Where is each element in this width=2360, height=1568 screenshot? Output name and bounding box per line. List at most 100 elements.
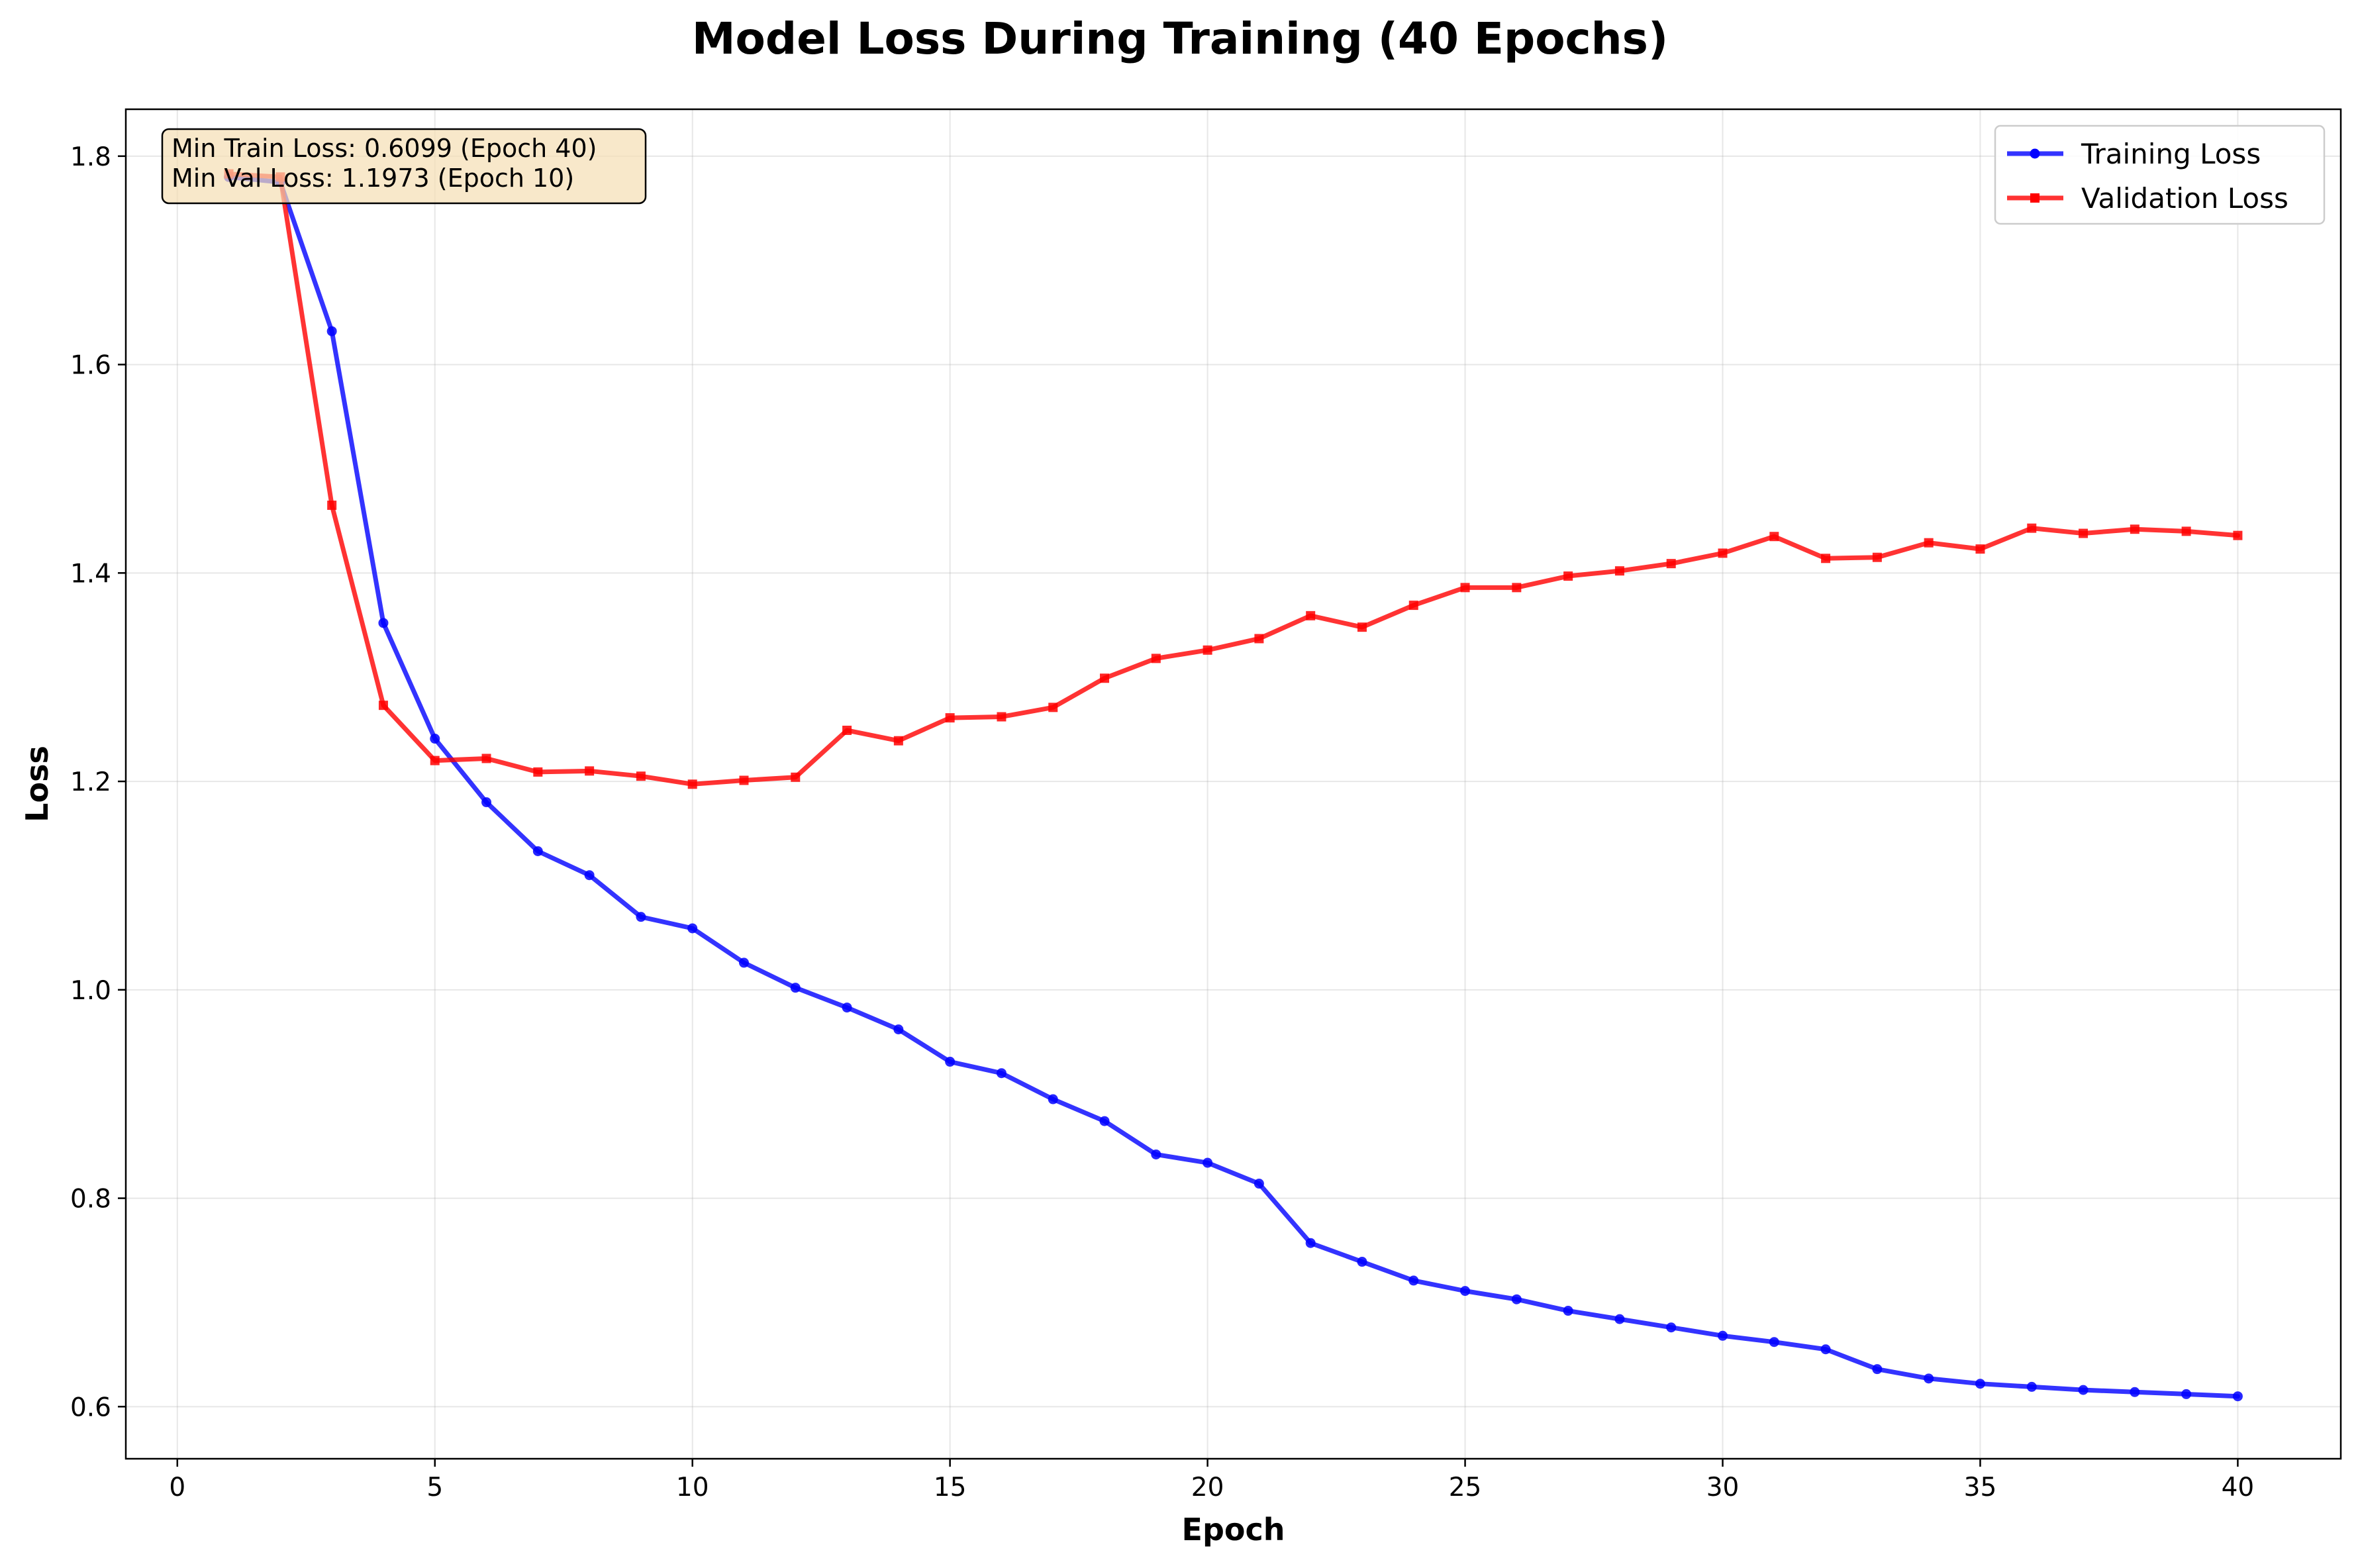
x-tick-label: 35 bbox=[1964, 1473, 1997, 1502]
data-point bbox=[945, 713, 955, 723]
data-point bbox=[1614, 1314, 1625, 1324]
plot-area bbox=[126, 109, 2341, 1459]
data-point bbox=[2078, 1385, 2089, 1395]
data-point bbox=[636, 771, 646, 781]
data-point bbox=[1460, 1286, 1471, 1297]
min-loss-annotation-box: Min Train Loss: 0.6099 (Epoch 40)Min Val… bbox=[161, 128, 647, 205]
data-point bbox=[1100, 673, 1110, 683]
y-tick-label: 1.0 bbox=[70, 976, 111, 1006]
data-point bbox=[1151, 1149, 1161, 1159]
data-point bbox=[1718, 548, 1728, 558]
data-point bbox=[1460, 583, 1470, 593]
data-point bbox=[327, 501, 337, 511]
data-point bbox=[378, 618, 389, 628]
x-axis-label: Epoch bbox=[1182, 1512, 1285, 1547]
x-tick-label: 30 bbox=[1706, 1473, 1740, 1502]
data-point bbox=[842, 725, 852, 735]
data-point bbox=[430, 756, 440, 765]
annotation-line: Min Val Loss: 1.1973 (Epoch 10) bbox=[172, 164, 574, 193]
data-point bbox=[1975, 1379, 1985, 1389]
data-point bbox=[687, 779, 697, 789]
y-tick-label: 1.2 bbox=[70, 767, 111, 797]
x-tick-label: 0 bbox=[169, 1473, 185, 1502]
legend-box bbox=[1994, 124, 2326, 225]
x-tick-label: 20 bbox=[1191, 1473, 1224, 1502]
x-tick-label: 15 bbox=[934, 1473, 967, 1502]
data-point bbox=[1512, 583, 1522, 593]
legend-label: Validation Loss bbox=[2081, 182, 2288, 215]
data-point bbox=[1563, 1306, 1573, 1316]
legend-item: Validation Loss bbox=[2007, 182, 2288, 215]
annotation-line: Min Train Loss: 0.6099 (Epoch 40) bbox=[172, 134, 597, 163]
series-line bbox=[226, 172, 2240, 787]
data-point bbox=[2181, 526, 2191, 536]
data-point bbox=[1306, 611, 1316, 620]
data-point bbox=[1718, 1330, 1728, 1341]
data-point bbox=[1254, 634, 1264, 644]
data-point bbox=[1872, 552, 1882, 562]
data-point bbox=[636, 912, 646, 922]
y-tick-label: 1.6 bbox=[70, 351, 111, 381]
grid-lines bbox=[126, 109, 2341, 1459]
data-point bbox=[739, 775, 749, 785]
data-point bbox=[326, 326, 337, 336]
data-point bbox=[2079, 528, 2089, 538]
legend-item: Training Loss bbox=[2007, 138, 2261, 170]
data-point bbox=[2027, 523, 2037, 533]
data-point bbox=[1563, 571, 1573, 581]
series-line bbox=[226, 174, 2240, 1399]
data-point bbox=[1048, 1094, 1058, 1104]
data-point bbox=[2232, 1391, 2243, 1402]
data-point bbox=[1511, 1294, 1522, 1304]
data-point bbox=[2181, 1389, 2192, 1399]
data-point bbox=[1203, 1157, 1213, 1168]
data-point bbox=[1357, 1257, 1367, 1267]
data-point bbox=[378, 701, 388, 710]
data-point bbox=[791, 772, 801, 782]
data-point bbox=[1254, 1179, 1264, 1189]
plot-frame bbox=[124, 108, 2342, 1460]
legend: Training Loss Validation Loss bbox=[1994, 124, 2326, 225]
y-tick-label: 1.4 bbox=[70, 559, 111, 589]
data-point bbox=[996, 1068, 1007, 1079]
data-point bbox=[1408, 1275, 1419, 1286]
data-point bbox=[738, 957, 749, 968]
legend-swatch-marker bbox=[2030, 193, 2040, 203]
data-point bbox=[1924, 1373, 1934, 1384]
y-axis-label: Loss bbox=[19, 746, 55, 822]
data-point bbox=[842, 1003, 852, 1013]
data-point bbox=[1203, 645, 1212, 655]
data-point bbox=[532, 846, 543, 857]
series-validation-loss bbox=[224, 169, 2243, 789]
data-point bbox=[1820, 1344, 1831, 1355]
data-point bbox=[1151, 654, 1161, 663]
legend-swatch-marker bbox=[2030, 148, 2040, 159]
x-tick-label: 10 bbox=[676, 1473, 709, 1502]
x-tick-label: 40 bbox=[2222, 1473, 2255, 1502]
data-point bbox=[1872, 1364, 1883, 1375]
data-point bbox=[1614, 566, 1624, 576]
data-point bbox=[1357, 622, 1367, 632]
data-point bbox=[1099, 1116, 1110, 1126]
data-point bbox=[2233, 530, 2243, 540]
y-tick-label: 0.8 bbox=[70, 1185, 111, 1214]
data-point bbox=[1305, 1238, 1316, 1248]
data-point bbox=[533, 767, 543, 777]
data-point bbox=[584, 870, 595, 881]
y-tick-label: 0.6 bbox=[70, 1393, 111, 1422]
data-point bbox=[1408, 601, 1418, 611]
data-point bbox=[430, 734, 440, 744]
legend-label: Training Loss bbox=[2081, 138, 2261, 170]
data-point bbox=[2130, 524, 2139, 534]
data-point bbox=[481, 754, 491, 763]
x-tick-label: 5 bbox=[426, 1473, 443, 1502]
plot-background bbox=[126, 109, 2341, 1459]
data-point bbox=[1821, 554, 1831, 564]
x-axis-ticks: 0 5 10 15 20 25 30 35 40 bbox=[169, 1459, 2254, 1502]
data-point bbox=[481, 797, 492, 808]
data-point bbox=[1666, 559, 1676, 569]
data-point bbox=[2026, 1381, 2037, 1392]
y-tick-label: 1.8 bbox=[70, 142, 111, 172]
data-point bbox=[1769, 1337, 1779, 1348]
